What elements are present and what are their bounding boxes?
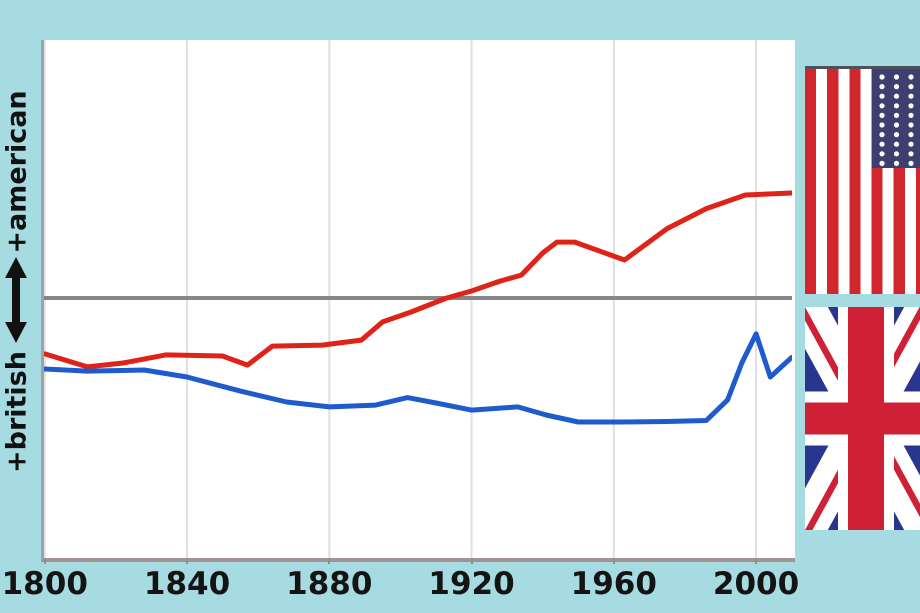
x-axis: 1800 1840 1880 1920 1960 2000 — [0, 558, 920, 613]
star-dot — [879, 151, 885, 157]
us-flag — [805, 66, 920, 294]
star-dot — [879, 122, 885, 128]
star-dot — [879, 74, 885, 80]
star-dot — [893, 151, 900, 157]
x-tick-label-1840: 1840 — [143, 566, 231, 602]
x-tick-mark-1960 — [612, 558, 615, 564]
uk-flag-graphic — [805, 307, 920, 530]
star-dot — [893, 160, 900, 166]
star-dot — [893, 132, 900, 138]
star-dot — [908, 151, 914, 157]
star-dot — [893, 141, 900, 147]
star-dot — [879, 160, 885, 166]
star-dot — [908, 132, 914, 138]
star-dot — [879, 141, 885, 147]
star-dot — [908, 93, 914, 99]
star-dot — [908, 74, 914, 80]
star-dot — [908, 160, 914, 166]
x-tick-label-2000: 2000 — [712, 566, 800, 602]
star-dot — [879, 93, 885, 99]
star-dot — [908, 122, 914, 128]
y-axis-double-arrow-icon — [5, 257, 27, 343]
us-flag-top-bar — [805, 66, 920, 69]
x-tick-label-1920: 1920 — [428, 566, 515, 602]
star-dot — [908, 103, 914, 109]
x-tick-mark-1800 — [43, 558, 46, 564]
x-tick-label-1880: 1880 — [286, 566, 373, 602]
plot-area — [41, 40, 795, 562]
uk-flag — [805, 307, 920, 530]
y-axis-label-british: +british — [1, 351, 33, 473]
star-dot — [879, 84, 885, 90]
x-tick-label-1800: 1800 — [1, 566, 88, 602]
series-american — [44, 190, 792, 370]
star-dot — [879, 132, 885, 138]
star-dot — [879, 103, 885, 109]
star-dot — [893, 112, 900, 118]
x-tick-mark-1880 — [328, 558, 331, 564]
us-flag-stars — [879, 74, 914, 166]
x-tick-mark-2000 — [755, 558, 758, 564]
series-british — [44, 331, 792, 425]
star-dot — [879, 112, 885, 118]
star-dot — [908, 141, 914, 147]
x-tick-mark-1920 — [470, 558, 473, 564]
star-dot — [893, 93, 900, 99]
star-dot — [893, 103, 900, 109]
star-dot — [893, 122, 900, 128]
star-dot — [908, 112, 914, 118]
y-axis-label-american: +american — [1, 90, 33, 254]
us-flag-canton — [872, 69, 920, 168]
star-dot — [893, 84, 900, 90]
x-tick-mark-1840 — [186, 558, 189, 564]
star-dot — [893, 74, 900, 80]
chart-svg — [44, 40, 792, 558]
star-dot — [908, 84, 914, 90]
x-tick-label-1960: 1960 — [570, 566, 657, 602]
